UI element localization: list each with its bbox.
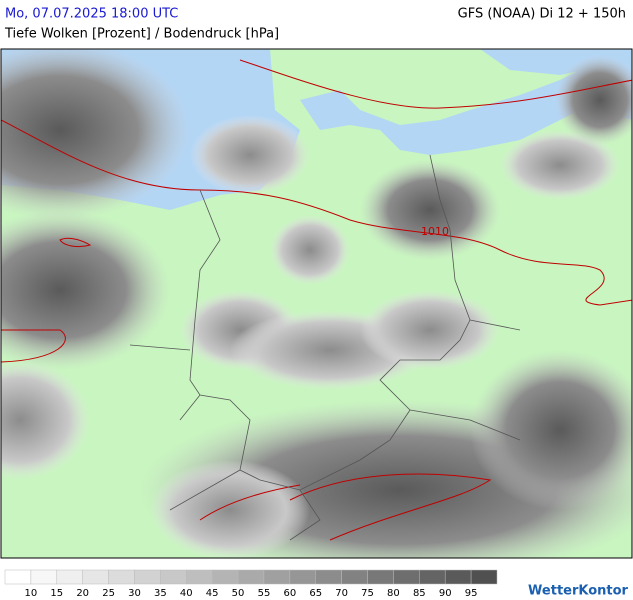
legend-tick: 70 <box>335 588 348 599</box>
isobars <box>1 59 632 541</box>
legend-swatch <box>160 569 187 585</box>
legend-tick: 30 <box>128 588 141 599</box>
legend-tick: 10 <box>25 588 38 599</box>
map-frame <box>0 48 633 559</box>
legend-swatch <box>263 569 291 585</box>
legend-swatch <box>4 569 32 585</box>
legend-tick: 65 <box>309 588 322 599</box>
legend-swatch <box>419 569 446 585</box>
legend-tick: 40 <box>180 588 193 599</box>
legend-tick: 85 <box>413 588 426 599</box>
legend-swatch <box>289 569 316 585</box>
borders <box>129 154 521 541</box>
legend-swatch <box>56 569 83 585</box>
legend-tick: 80 <box>387 588 400 599</box>
legend-tick: 20 <box>76 588 89 599</box>
model-run: GFS (NOAA) Di 12 + 150h <box>458 7 626 22</box>
legend-tick: 60 <box>283 588 296 599</box>
legend-swatch <box>444 569 472 585</box>
legend-swatch <box>393 569 420 585</box>
legend-tick: 25 <box>102 588 115 599</box>
legend-swatch <box>211 569 239 585</box>
legend-swatch <box>108 569 135 585</box>
baltic-sea <box>300 55 632 155</box>
legend-swatch <box>367 569 394 585</box>
legend-swatch <box>315 569 342 585</box>
isobar-label: 1010 <box>421 225 449 238</box>
datetime: Mo, 07.07.2025 18:00 UTC <box>5 7 178 22</box>
legend-tick: 15 <box>50 588 63 599</box>
clouds <box>1 49 632 558</box>
legend-tick: 90 <box>439 588 452 599</box>
legend: 10 15 20 25 30 35 40 45 50 55 60 65 70 75 80 85 90 95 <box>4 569 498 599</box>
map: 1010 <box>0 48 633 559</box>
legend-tick: 35 <box>154 588 167 599</box>
legend-tick: 75 <box>361 588 374 599</box>
legend-tick: 95 <box>465 588 478 599</box>
legend-tick: 55 <box>258 588 271 599</box>
map-title: Tiefe Wolken [Prozent] / Bodendruck [hPa… <box>4 27 279 42</box>
legend-swatch <box>470 569 498 585</box>
legend-swatch <box>186 569 213 585</box>
legend-swatch <box>30 569 58 585</box>
legend-swatch <box>82 569 109 585</box>
legend-swatch <box>341 569 368 585</box>
legend-swatch <box>237 569 265 585</box>
denmark <box>300 49 390 95</box>
legend-tick: 50 <box>232 588 245 599</box>
logo: WetterKontor <box>528 584 629 599</box>
legend-swatch <box>134 569 161 585</box>
legend-tick: 45 <box>206 588 219 599</box>
